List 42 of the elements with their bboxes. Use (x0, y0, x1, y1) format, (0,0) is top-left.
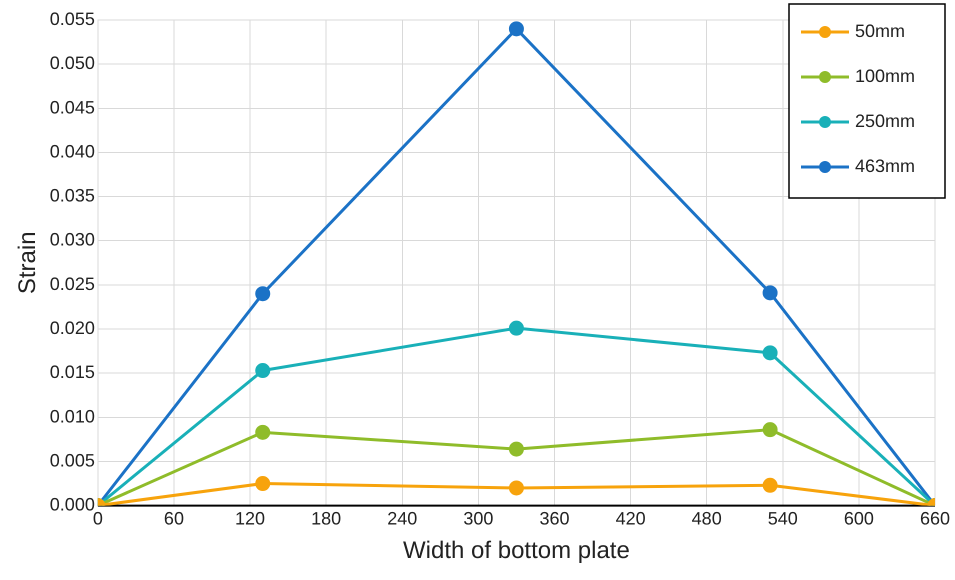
x-tick-label: 540 (768, 508, 798, 528)
x-tick-label: 60 (164, 508, 184, 528)
point (508, 480, 524, 496)
x-tick-label: 420 (616, 508, 646, 528)
point (762, 478, 778, 493)
y-tick-label: 0.045 (50, 97, 95, 118)
y-tick-label: 0.050 (50, 53, 95, 74)
point (508, 442, 524, 457)
legend-label: 250mm (855, 110, 916, 131)
x-tick-label: 0 (92, 508, 103, 528)
point (762, 285, 778, 300)
y-tick-label: 0.020 (50, 318, 95, 338)
x-tick-label: 660 (920, 508, 950, 528)
point (508, 21, 524, 36)
y-tick-label: 0.040 (50, 141, 95, 162)
point (255, 424, 270, 440)
x-tick-label: 180 (311, 508, 342, 528)
x-tick-label: 120 (235, 508, 266, 528)
legend-label: 463mm (855, 156, 916, 176)
x-tick-label: 360 (539, 508, 570, 528)
y-tick-label: 0.005 (50, 450, 95, 470)
point (255, 476, 270, 492)
point (255, 286, 270, 302)
y-tick-label: 0.030 (50, 230, 95, 250)
x-tick-label: 600 (844, 508, 874, 528)
y-tick-label: 0.055 (50, 8, 95, 29)
point (762, 345, 778, 360)
x-tick-label: 300 (463, 508, 494, 528)
point (508, 320, 524, 336)
legend-label: 100mm (855, 66, 916, 86)
point (255, 363, 270, 378)
y-tick-label: 0.010 (50, 406, 95, 426)
x-tick-label: 480 (692, 508, 722, 528)
x-axis-title: Width of bottom plate (403, 537, 630, 564)
y-tick-label: 0.025 (50, 274, 95, 294)
y-axis-title: Strain (14, 231, 42, 294)
y-tick-label: 0.000 (50, 494, 95, 515)
y-tick-label: 0.015 (50, 362, 95, 382)
x-tick-label: 240 (387, 508, 418, 528)
point (762, 422, 778, 438)
y-tick-label: 0.035 (50, 186, 95, 206)
legend-label: 50mm (855, 20, 906, 41)
